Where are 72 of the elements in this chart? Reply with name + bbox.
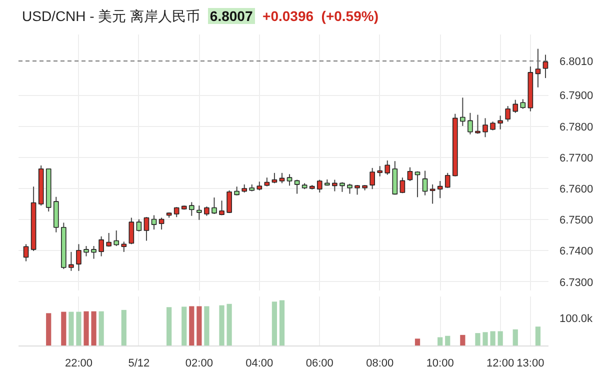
candlestick [226,190,232,214]
x-tick-label: 13:00 [516,358,544,370]
candlestick [542,54,548,79]
candlestick [444,172,450,188]
candlestick [520,98,526,110]
candlestick [136,218,142,232]
candlestick [196,205,202,220]
chart-title: USD/CNH - 美元 离岸人民币 [22,8,200,24]
y-tick-label: 6.7900 [560,90,594,102]
candlestick [512,99,518,114]
text: 6.8007 [208,8,255,24]
y-tick-label: 6.7500 [560,214,594,227]
candlestick [91,246,96,260]
candlestick [68,251,74,272]
candlestick [114,230,120,247]
candlestick [128,217,134,245]
candlestick [535,48,541,88]
candlestick [204,206,210,216]
candlestick [174,206,180,218]
candlestick [384,160,390,176]
candlestick [475,114,480,134]
candlestick [414,170,420,198]
text: 100.0k [560,313,594,325]
candlestick [430,184,436,204]
ref-line-label: 6.8010 [560,56,594,68]
candlestick [84,246,89,257]
candlestick [460,97,466,126]
candlestick [422,170,428,196]
y-tick-label: 6.7300 [560,276,594,289]
candlestick [286,174,292,186]
candlestick [437,180,443,199]
candlestick [332,179,338,192]
candlestick [482,118,488,138]
candlestick [505,106,511,122]
candlestick [279,172,285,184]
x-tick-label: 04:00 [246,358,274,370]
y-tick-label: 6.7800 [560,121,594,134]
x-tick-label: 02:00 [185,358,213,370]
x-tick-label: 06:00 [306,358,334,370]
candlestick [498,115,503,130]
x-tick-label: 5/12 [128,358,150,370]
x-tick-label: 08:00 [366,358,394,370]
candlestick [23,244,29,262]
x-tick-label: 22:00 [64,358,92,370]
candlestick [407,166,413,182]
candlestick [468,112,473,135]
x-tick-label: 10:00 [426,358,454,370]
candlestick [354,184,360,196]
text: (+0.59%) [321,8,378,24]
x-tick-label: 12:00 [486,358,514,370]
text: +0.0396 [262,8,314,24]
candlestick [158,217,164,230]
candlestick [212,196,217,214]
y-tick-label: 6.7700 [560,152,594,164]
candlestick [98,236,104,257]
candlestick [151,214,157,230]
candlestick [370,167,375,190]
candlestick [294,179,300,194]
candlestick [272,172,278,184]
candlestick [347,183,352,194]
y-tick-label: 6.7600 [560,183,594,196]
candlestick [76,244,82,272]
candlestick [316,179,322,194]
candlestick [219,200,224,216]
candlestick [106,232,112,248]
candlestick [121,241,127,252]
candlestick [144,216,150,242]
candlestick [377,166,383,177]
candlestick [400,177,406,194]
candlestick [340,182,345,192]
candlestick [188,202,194,216]
y-tick-label: 6.7400 [560,246,594,258]
